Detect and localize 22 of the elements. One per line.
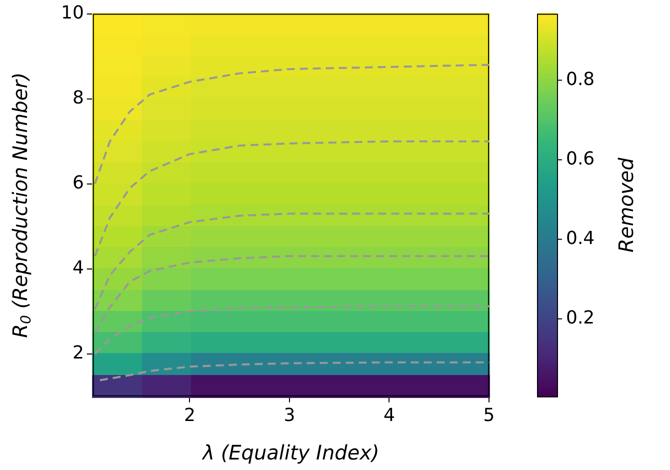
x-tick-label: 4 [384,404,395,426]
line-series [94,255,489,334]
y-tick-label: 10 [61,2,84,24]
x-tick-label: 5 [483,404,495,426]
color-bar-label: 0.8 [566,68,595,90]
color-bar-label: 0.4 [566,228,595,249]
line-series [94,305,489,355]
x-tick-label: 2 [184,404,196,426]
line-series [94,212,489,310]
x-axis-title: λ (Equality Index) [202,440,380,465]
line-series [98,361,489,382]
color-bar-title: Removed [614,157,638,252]
x-tick-label: 3 [284,404,296,426]
y-tick-label: 4 [72,258,84,279]
y-tick-label: 2 [72,342,84,364]
color-bar-label: 0.2 [566,308,595,329]
line-series [94,140,489,258]
y-axis-title: R0 (Reproduction Number) [8,72,35,338]
y-tick-label: 6 [72,172,84,194]
color-bar-label: 0.6 [566,148,595,170]
line-series [94,64,489,185]
y-tick-label: 8 [72,87,84,108]
